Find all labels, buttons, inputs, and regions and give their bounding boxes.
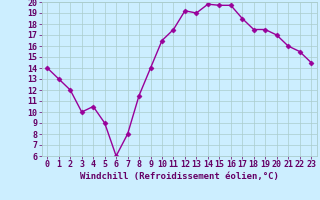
X-axis label: Windchill (Refroidissement éolien,°C): Windchill (Refroidissement éolien,°C)	[80, 172, 279, 181]
